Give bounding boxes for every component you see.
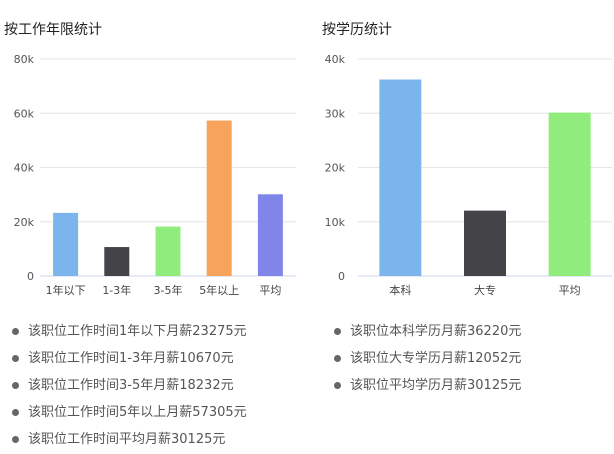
bar-work-years	[155, 226, 181, 276]
bullet-dot-icon	[12, 409, 19, 416]
salary-note: 该职位平均学历月薪30125元	[334, 372, 521, 399]
bullet-dot-icon	[334, 328, 341, 335]
y-tick-label-work-years: 80k	[14, 53, 35, 66]
salary-note-text: 该职位平均学历月薪30125元	[350, 378, 522, 393]
salary-notes-work-years: 该职位工作时间1年以下月薪23275元 该职位工作时间1-3年月薪10670元 该职…	[12, 318, 247, 453]
bullet-dot-icon	[334, 382, 341, 389]
y-tick-label-work-years: 40k	[14, 162, 35, 175]
salary-note: 该职位工作时间5年以上月薪57305元	[12, 399, 247, 426]
x-tick-label-education: 大专	[474, 283, 496, 297]
salary-note-text: 该职位工作时间3-5年月薪18232元	[28, 378, 234, 393]
y-tick-label-education: 30k	[325, 107, 346, 120]
x-tick-label-work-years: 1-3年	[102, 283, 131, 297]
salary-notes-education: 该职位本科学历月薪36220元 该职位大专学历月薪12052元 该职位平均学历月薪3…	[334, 318, 521, 399]
bar-education	[548, 112, 591, 277]
x-tick-label-work-years: 5年以上	[199, 283, 239, 297]
bullet-dot-icon	[12, 436, 19, 443]
bar-education	[464, 210, 506, 276]
x-tick-label-education: 本科	[389, 283, 411, 297]
salary-note-text: 该职位工作时间1-3年月薪10670元	[28, 351, 234, 366]
salary-note: 该职位本科学历月薪36220元	[334, 318, 521, 345]
bullet-dot-icon	[334, 355, 341, 362]
y-tick-label-work-years: 60k	[14, 107, 35, 120]
bullet-dot-icon	[12, 328, 19, 335]
salary-note: 该职位工作时间平均月薪30125元	[12, 426, 247, 453]
bullet-dot-icon	[12, 382, 19, 389]
bar-education	[379, 79, 422, 276]
y-tick-label-education: 0	[338, 270, 345, 283]
x-tick-label-work-years: 1年以下	[46, 283, 86, 297]
bullet-dot-icon	[12, 355, 19, 362]
x-tick-label-work-years: 3-5年	[154, 283, 183, 297]
salary-note-text: 该职位工作时间平均月薪30125元	[28, 432, 226, 447]
chart-title-education: 按学历统计	[322, 22, 392, 38]
salary-note: 该职位工作时间1年以下月薪23275元	[12, 318, 247, 345]
x-tick-label-education: 平均	[559, 284, 581, 297]
y-tick-label-education: 20k	[325, 162, 346, 175]
chart-title-work-years: 按工作年限统计	[4, 22, 102, 38]
salary-note-text: 该职位工作时间1年以下月薪23275元	[28, 324, 247, 339]
salary-note-text: 该职位大专学历月薪12052元	[350, 351, 522, 366]
bar-work-years	[104, 247, 130, 276]
y-tick-label-work-years: 20k	[14, 216, 35, 229]
y-tick-label-education: 40k	[325, 53, 346, 66]
x-tick-label-work-years: 平均	[259, 284, 281, 297]
bar-work-years	[257, 194, 283, 276]
salary-note-text: 该职位本科学历月薪36220元	[350, 324, 522, 339]
salary-note: 该职位大专学历月薪12052元	[334, 345, 521, 372]
y-tick-label-education: 10k	[325, 216, 346, 229]
y-tick-label-work-years: 0	[27, 270, 34, 283]
salary-note: 该职位工作时间3-5年月薪18232元	[12, 372, 247, 399]
bar-work-years	[53, 212, 79, 276]
salary-note: 该职位工作时间1-3年月薪10670元	[12, 345, 247, 372]
salary-note-text: 该职位工作时间5年以上月薪57305元	[28, 405, 247, 420]
bar-work-years	[206, 120, 232, 277]
